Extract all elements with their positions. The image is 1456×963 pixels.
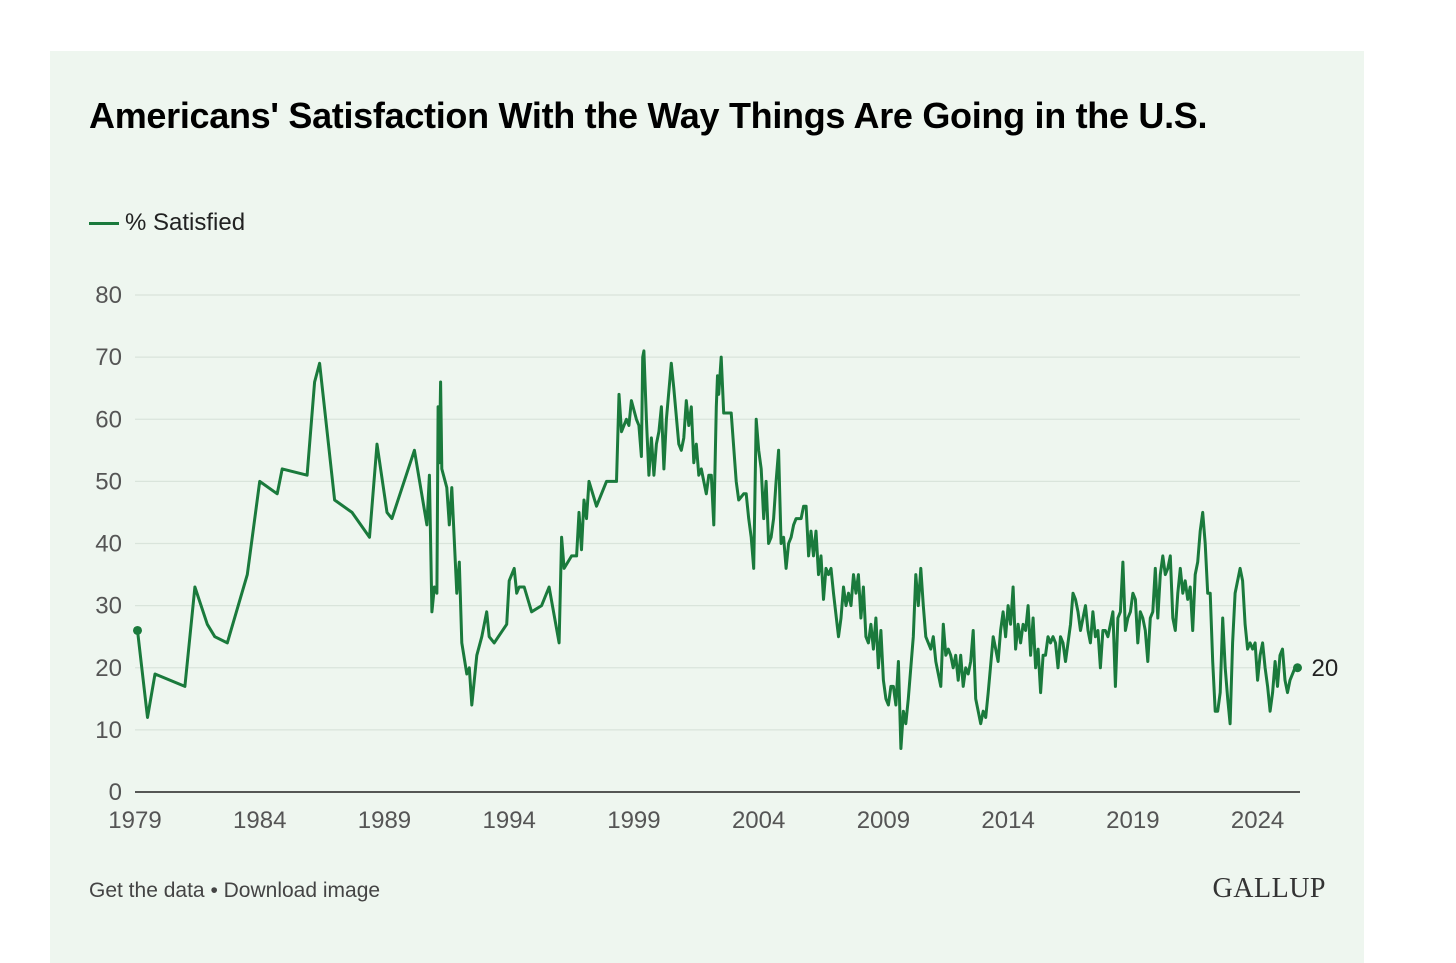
y-tick-label: 30 <box>95 593 122 620</box>
x-tick-label: 1989 <box>358 807 411 834</box>
x-tick-label: 2009 <box>857 807 910 834</box>
x-tick-label: 1979 <box>108 807 161 834</box>
gallup-logo: GALLUP <box>1212 873 1326 904</box>
y-tick-label: 20 <box>95 655 122 682</box>
y-tick-label: 50 <box>95 468 122 495</box>
y-tick-label: 40 <box>95 531 122 558</box>
x-tick-label: 1994 <box>483 807 536 834</box>
x-tick-label: 2004 <box>732 807 785 834</box>
end-value-label: 20 <box>1312 655 1339 682</box>
series-start-point <box>132 625 142 635</box>
download-image-link[interactable]: Download image <box>223 879 381 902</box>
line-chart: 20 0 10 20 30 40 50 60 70 80 1979 1984 1989 1994 1999… <box>95 282 1339 834</box>
y-tick-label: 70 <box>95 344 122 371</box>
y-tick-label: 60 <box>95 406 122 433</box>
y-tick-label: 80 <box>95 282 122 309</box>
y-tick-label: 0 <box>109 779 122 806</box>
legend: % Satisfied <box>89 209 245 237</box>
x-tick-label: 1999 <box>607 807 660 834</box>
series-layer: 20 <box>132 349 1339 750</box>
legend-label: % Satisfied <box>125 209 246 236</box>
get-data-link[interactable]: Get the data <box>89 879 205 902</box>
series-line-satisfied <box>136 349 1299 750</box>
legend-swatch <box>89 221 119 225</box>
tick-layer: 0 10 20 30 40 50 60 70 80 1979 1984 1989 1994 1999 200… <box>95 282 1284 834</box>
grid-layer <box>135 294 1300 793</box>
x-tick-label: 2014 <box>981 807 1034 834</box>
footer-links: Get the data • Download image <box>89 879 380 903</box>
x-tick-label: 2019 <box>1106 807 1159 834</box>
x-tick-label: 2024 <box>1231 807 1284 834</box>
footer-separator: • <box>210 879 218 902</box>
series-end-point <box>1293 663 1303 673</box>
x-tick-label: 1984 <box>233 807 286 834</box>
chart-title: Americans' Satisfaction With the Way Thi… <box>89 95 1208 136</box>
y-tick-label: 10 <box>95 717 122 744</box>
chart-card: Americans' Satisfaction With the Way Thi… <box>50 51 1364 963</box>
